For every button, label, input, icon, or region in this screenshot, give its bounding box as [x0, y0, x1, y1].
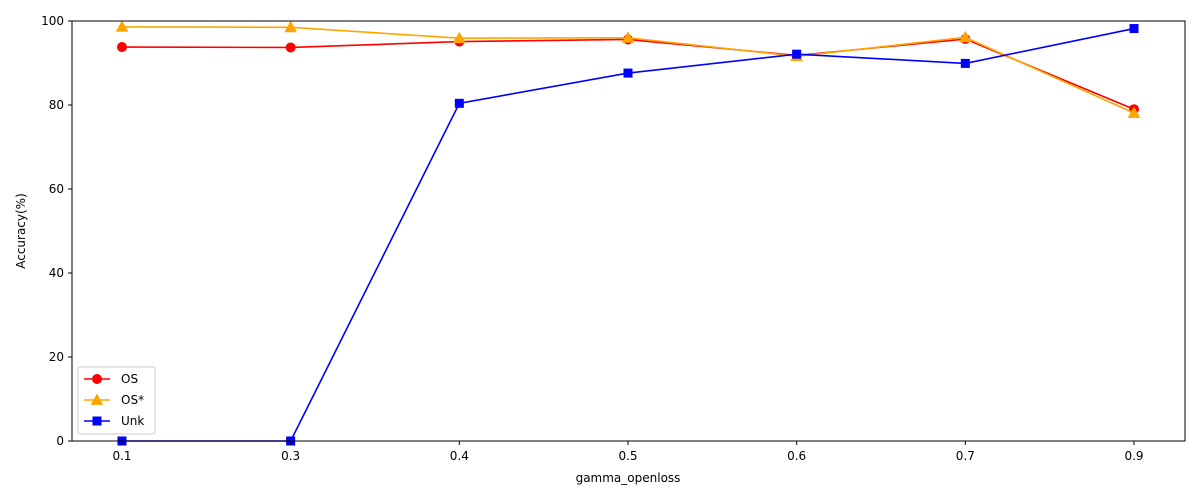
- x-tick-label: 0.6: [787, 449, 806, 463]
- data-point-os: [452, 31, 466, 44]
- data-point-unk: [454, 98, 464, 108]
- data-point-unk: [792, 49, 802, 59]
- y-tick-label: 100: [41, 14, 64, 28]
- y-tick-label: 20: [49, 350, 64, 364]
- legend-marker-unk: [92, 416, 102, 426]
- data-point-os: [1127, 106, 1141, 118]
- legend-label-os: OS*: [121, 393, 144, 407]
- legend-label-os: OS: [121, 372, 138, 386]
- plot-area: [72, 21, 1185, 441]
- legend-marker-os: [92, 374, 102, 384]
- data-point-os: [115, 20, 129, 32]
- data-point-os: [285, 42, 296, 53]
- legend-label-unk: Unk: [121, 414, 144, 428]
- y-axis-label: Accuracy(%): [14, 193, 28, 269]
- y-tick-label: 80: [49, 98, 64, 112]
- x-tick-label: 0.3: [281, 449, 300, 463]
- legend-marker-os: [90, 393, 104, 405]
- x-axis-label: gamma_openloss: [576, 471, 681, 485]
- x-tick-label: 0.9: [1124, 449, 1143, 463]
- x-tick-label: 0.4: [450, 449, 469, 463]
- data-point-unk: [623, 68, 633, 78]
- x-tick-label: 0.5: [618, 449, 637, 463]
- x-tick-label: 0.7: [956, 449, 975, 463]
- legend: OS OS* Unk: [77, 366, 156, 435]
- x-axis-ticks: 0.1 0.3 0.4 0.5 0.6 0.7 0.9: [112, 441, 1144, 463]
- y-tick-label: 60: [49, 182, 64, 196]
- y-tick-label: 0: [56, 434, 64, 448]
- data-point-os: [117, 42, 127, 53]
- data-point-unk: [1129, 24, 1139, 34]
- y-axis-ticks: 0 20 40 60 80 100: [41, 14, 72, 448]
- data-point-unk: [960, 58, 970, 68]
- x-tick-label: 0.1: [112, 449, 131, 463]
- data-point-os: [621, 31, 635, 43]
- data-point-os: [958, 30, 972, 43]
- y-tick-label: 40: [49, 266, 64, 280]
- data-point-os: [284, 20, 298, 33]
